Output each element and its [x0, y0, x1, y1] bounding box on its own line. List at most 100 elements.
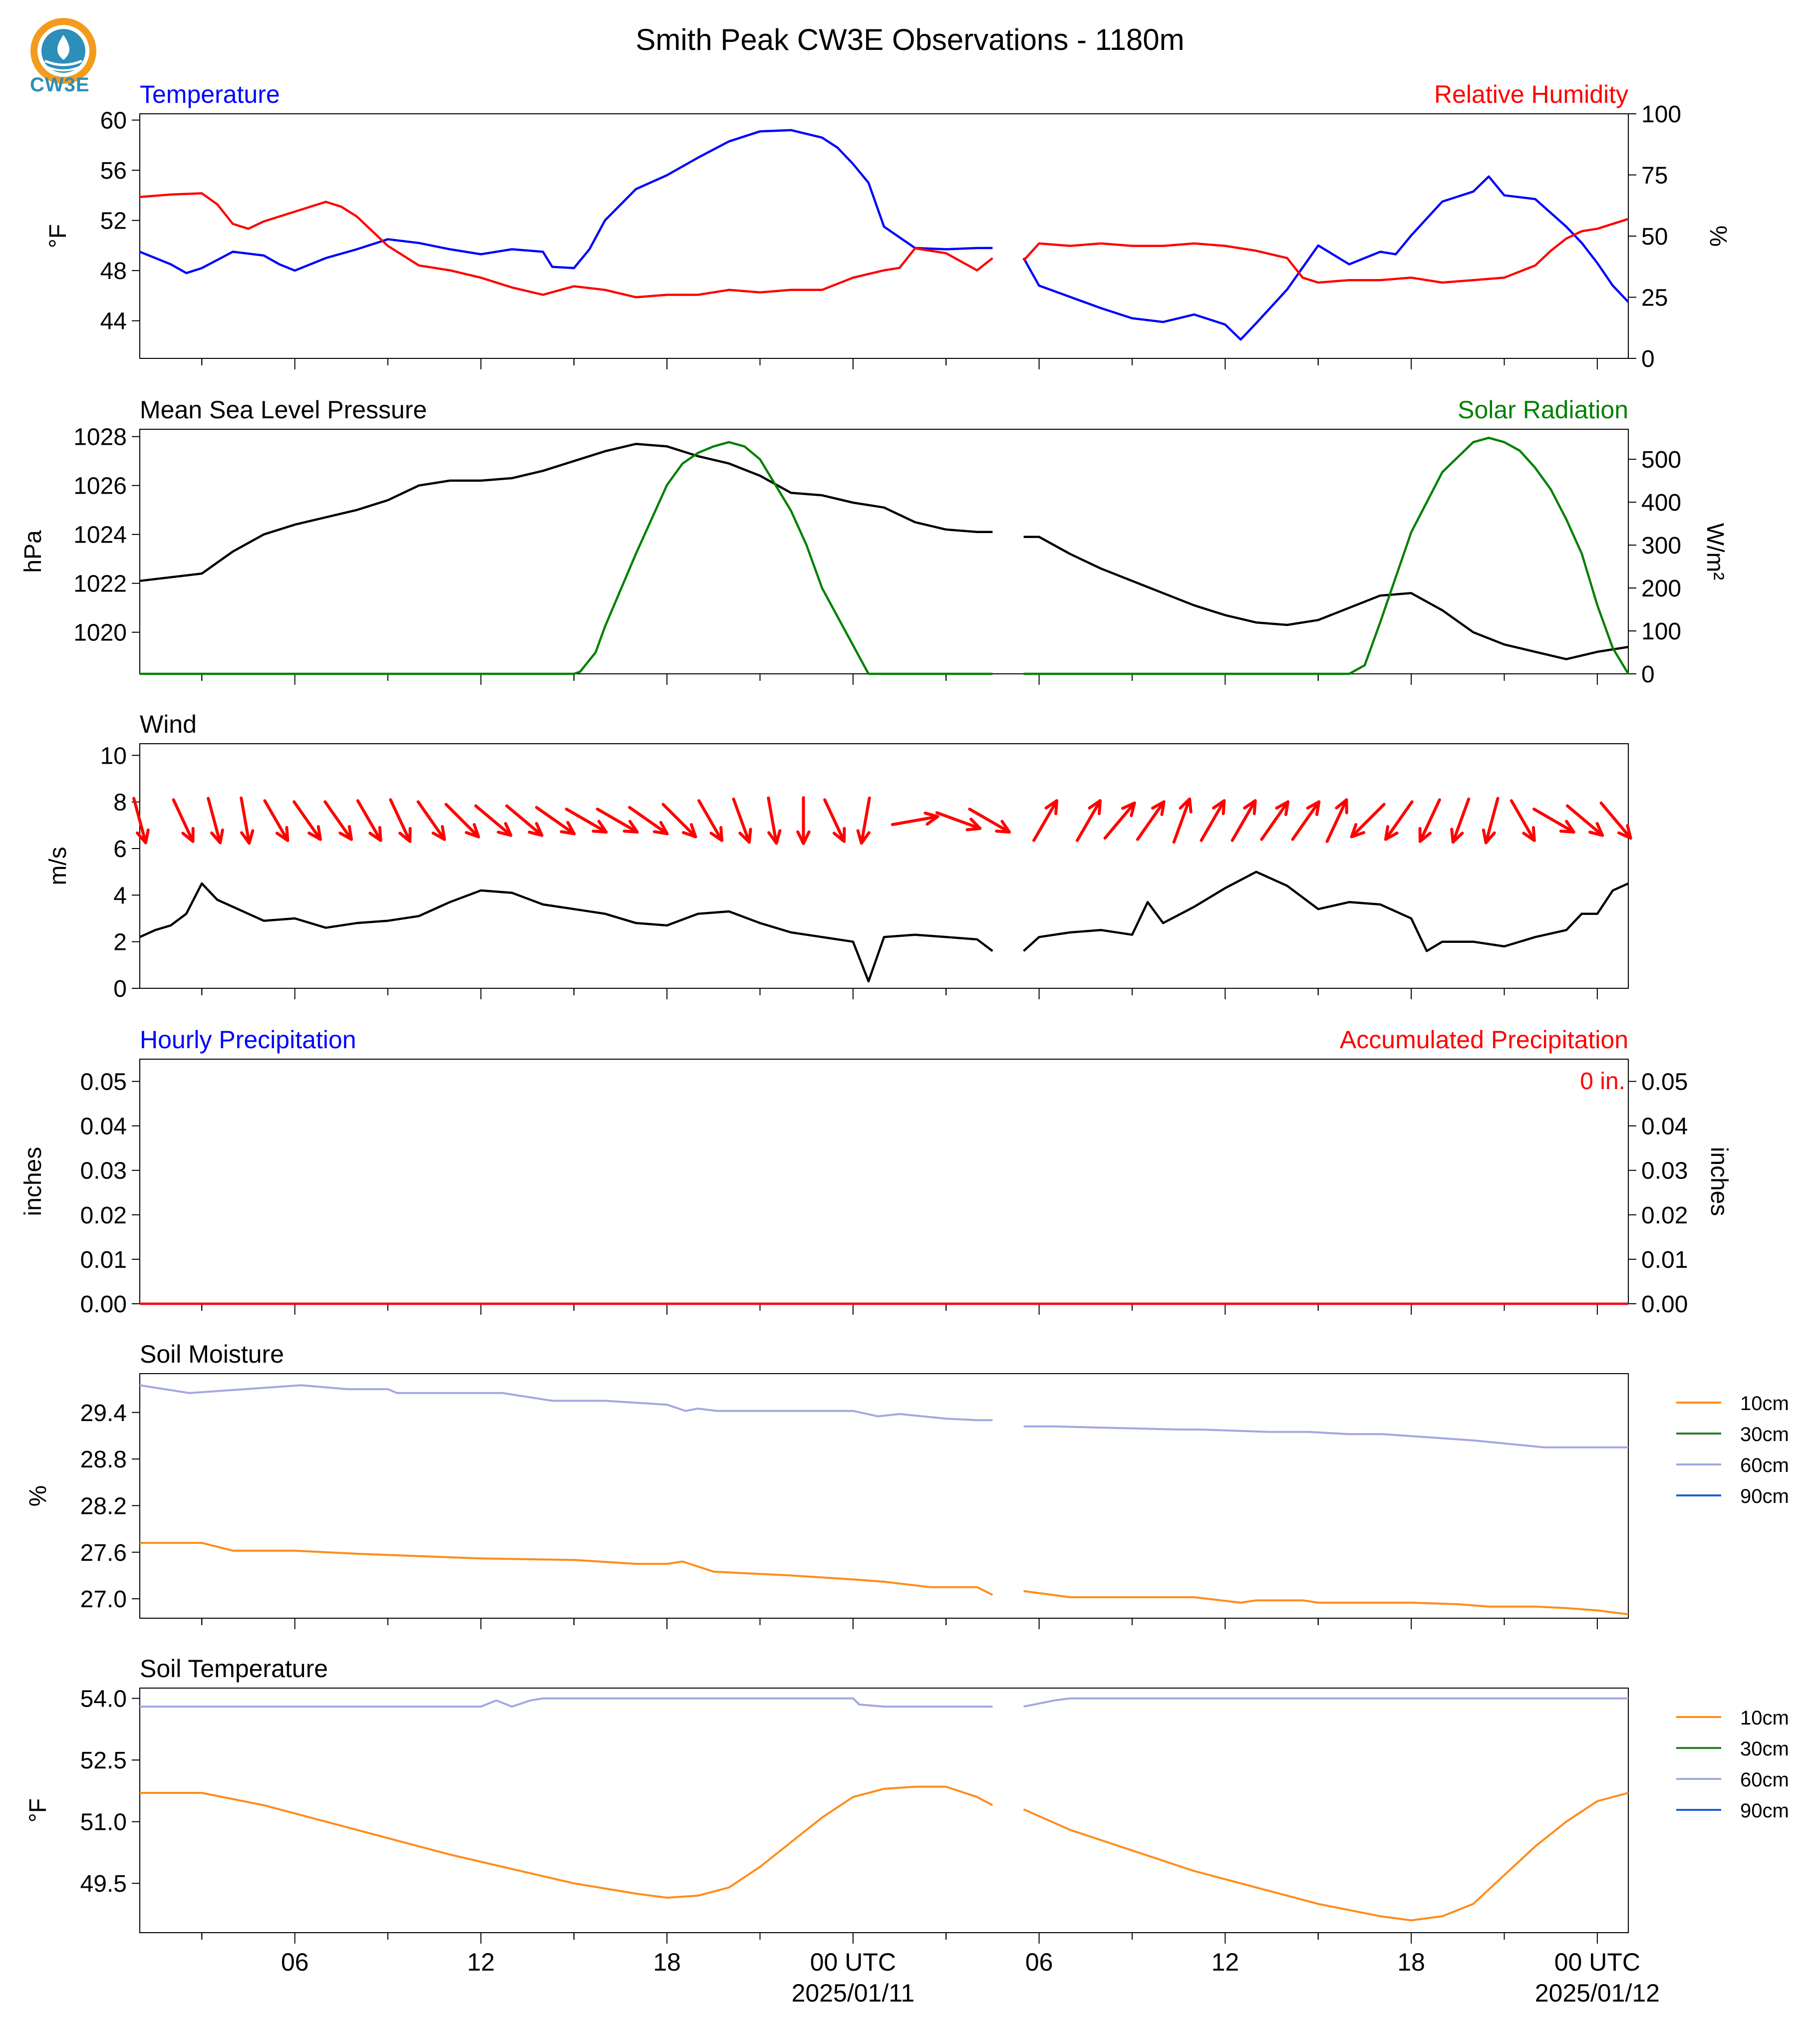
ytick-label-wind: 6	[113, 836, 127, 863]
wind-arrow	[356, 799, 382, 842]
wind-arrow-head	[622, 820, 639, 834]
ytick-label-precip: 0.00	[80, 1291, 127, 1318]
wind-arrow	[240, 796, 251, 845]
wind-arrow-head	[210, 828, 224, 845]
wind-arrow	[1291, 800, 1321, 841]
ytick-label-precip: 0.04	[80, 1114, 127, 1140]
ytick-label-pressure_solar: 1026	[73, 473, 127, 500]
wind-arrow	[860, 796, 871, 845]
panel-title-wind: Wind	[140, 710, 197, 738]
wind-arrow	[891, 815, 939, 826]
ytick-label-wind: 2	[113, 929, 127, 956]
wind-arrow-head	[1522, 826, 1536, 842]
figure-title: Smith Peak CW3E Observations - 1180m	[635, 23, 1184, 56]
wind-arrow	[823, 798, 846, 843]
panel-frame-wind	[139, 743, 1629, 989]
wind-arrow	[172, 798, 195, 843]
series-line-temp_rh-relative-humidity	[139, 192, 1629, 298]
panel-right-title-temp_rh: Relative Humidity	[1434, 80, 1628, 108]
legend-label-10cm: 10cm	[1740, 1707, 1789, 1729]
wind-arrow-head	[1335, 798, 1348, 815]
wind-arrow	[1565, 804, 1604, 837]
wind-arrow-head	[965, 818, 982, 832]
ytick-label-soil_moisture: 27.6	[80, 1540, 127, 1566]
wind-arrow-head	[465, 823, 480, 839]
legend-label-10cm: 10cm	[1740, 1393, 1789, 1415]
ytick-label-pressure_solar: 1020	[73, 620, 127, 646]
ytick-label-pressure_solar: 1022	[73, 571, 127, 597]
wind-arrow	[1136, 800, 1166, 841]
wind-arrow	[661, 803, 697, 839]
wind-arrow-head	[1418, 827, 1432, 843]
wind-arrow-head	[497, 822, 513, 837]
wind-arrow	[1200, 799, 1226, 842]
wind-arrow-head	[652, 821, 669, 836]
legend-label-60cm: 60cm	[1740, 1454, 1789, 1476]
xtick-label: 00 UTC	[1554, 1948, 1640, 1976]
y2tick-label-pressure_solar: 500	[1641, 447, 1681, 473]
wind-arrow	[1103, 801, 1136, 840]
wind-arrow	[132, 797, 147, 845]
panel-title-temp_rh: Temperature	[140, 80, 280, 108]
ytick-label-precip: 0.03	[80, 1158, 127, 1184]
panel-frame-soil_moisture	[139, 1373, 1629, 1619]
wind-arrow	[416, 800, 446, 841]
wind-arrow	[389, 798, 412, 843]
ytick-label-wind: 4	[113, 882, 127, 909]
y2tick-label-precip: 0.00	[1641, 1291, 1688, 1318]
ytick-label-soil_temperature: 54.0	[80, 1686, 127, 1713]
wind-arrow	[1172, 797, 1192, 844]
y2tick-label-temp_rh: 0	[1641, 346, 1655, 372]
ytick-label-temp_rh: 56	[100, 158, 127, 184]
wind-arrow-head	[1350, 823, 1366, 839]
wind-arrow-head	[1243, 799, 1257, 816]
ytick-label-soil_temperature: 51.0	[80, 1809, 127, 1836]
xtick-date-label: 2025/01/12	[1535, 1979, 1660, 2007]
logo-icon	[30, 18, 96, 84]
series-line-temp_rh-temperature	[139, 129, 1629, 341]
wind-arrow-head	[1088, 799, 1102, 816]
ytick-label-temp_rh: 52	[100, 208, 127, 235]
wind-arrow-head	[681, 823, 697, 839]
wind-arrow-head	[398, 827, 412, 843]
wind-arrow	[1325, 798, 1348, 843]
ytick-label-wind: 10	[100, 743, 127, 769]
y2tick-label-temp_rh: 75	[1641, 163, 1668, 189]
panel-title-soil_temperature: Soil Temperature	[140, 1655, 328, 1683]
y2label-pressure_solar: W/m²	[1702, 523, 1728, 580]
wind-arrow	[732, 797, 751, 844]
wind-arrow	[1230, 799, 1257, 842]
wind-arrow-head	[1044, 799, 1059, 816]
wind-arrow-head	[1384, 825, 1399, 841]
y2tick-label-pressure_solar: 200	[1641, 576, 1681, 602]
y2tick-label-precip: 0.03	[1641, 1158, 1688, 1184]
wind-arrow-head	[240, 829, 255, 845]
legend-label-30cm: 30cm	[1740, 1424, 1789, 1446]
wind-arrow-head	[738, 828, 752, 844]
y2label-precip: inches	[1706, 1147, 1732, 1216]
wind-arrow	[207, 797, 222, 845]
wind-arrow	[697, 799, 724, 842]
wind-arrow-head	[560, 821, 576, 836]
wind-arrow	[1032, 799, 1059, 842]
y2tick-label-pressure_solar: 400	[1641, 490, 1681, 516]
series-line-pressure_solar-mean-sea-level-pressure	[139, 443, 1629, 660]
wind-arrow-head	[856, 829, 871, 845]
wind-arrow-head	[1559, 820, 1575, 834]
wind-arrow-head	[1121, 801, 1136, 817]
cw3e-logo: CW3E	[26, 15, 101, 105]
legend-label-90cm: 90cm	[1740, 1800, 1789, 1822]
legend-label-30cm: 30cm	[1740, 1738, 1789, 1760]
wind-arrow	[935, 811, 982, 830]
ytick-label-precip: 0.05	[80, 1069, 127, 1096]
accum-precip-total: 0 in.	[1580, 1068, 1625, 1095]
y2tick-label-precip: 0.01	[1641, 1247, 1688, 1273]
xtick-label: 18	[653, 1948, 681, 1976]
panel-right-title-precip: Accumulated Precipitation	[1340, 1026, 1628, 1054]
wind-arrow-head	[1179, 797, 1193, 814]
wind-arrow-head	[1306, 800, 1321, 816]
series-line-wind-wind-speed	[139, 870, 1629, 983]
ytick-label-soil_moisture: 29.4	[80, 1400, 127, 1427]
series-line-soil_moisture-10cm	[140, 1542, 1629, 1616]
